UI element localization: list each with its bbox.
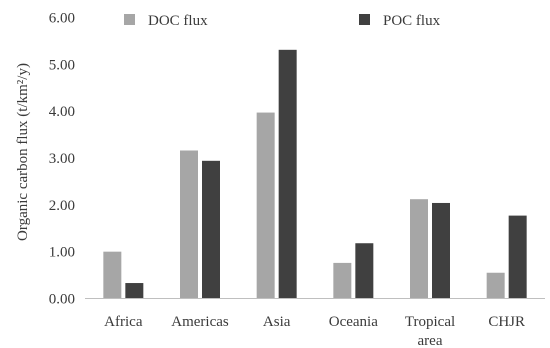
y-tick-label: 6.00 [49,11,75,27]
bar-doc-flux [256,112,275,299]
y-tick-label: 4.00 [49,104,75,120]
x-category-label: Oceania [329,314,378,330]
y-tick-label: 5.00 [49,57,75,73]
y-tick-label: 3.00 [49,151,75,167]
bar-poc-flux [202,160,220,299]
legend-label: POC flux [383,13,441,29]
legend: DOC flux POC flux [124,13,441,29]
x-category-label: Africa [104,314,143,330]
bar-doc-flux [410,199,428,299]
bar-poc-flux [278,49,297,299]
y-axis-title-group: Organic carbon flux (t/km²/y) [15,63,31,241]
y-tick-label: 0.00 [49,292,75,308]
x-category-label: area [418,333,443,348]
bar-poc-flux [125,283,144,299]
bar-poc-flux [508,215,527,299]
y-axis-title: Organic carbon flux (t/km²/y) [15,63,31,241]
bar-doc-flux [486,272,505,299]
bar-doc-flux [103,251,122,299]
bar-poc-flux [355,243,374,299]
x-category-label: CHJR [488,314,525,330]
bars [103,49,527,299]
legend-label: DOC flux [148,13,208,29]
bar-poc-flux [432,202,450,299]
y-tick-label: 2.00 [49,198,75,214]
y-tick-label: 1.00 [49,245,75,261]
y-axis-ticks: 0.00 1.00 2.00 3.00 4.00 5.00 6.00 [49,11,75,308]
bar-doc-flux [180,150,198,299]
x-category-label: Asia [263,314,291,330]
x-axis-categories: Africa Americas Asia Oceania Tropical area CHJ… [104,314,525,348]
bar-doc-flux [333,262,352,299]
x-category-label: Tropical [405,314,455,330]
legend-swatch [359,14,370,25]
x-category-label: Americas [171,314,229,330]
legend-swatch [124,14,135,25]
